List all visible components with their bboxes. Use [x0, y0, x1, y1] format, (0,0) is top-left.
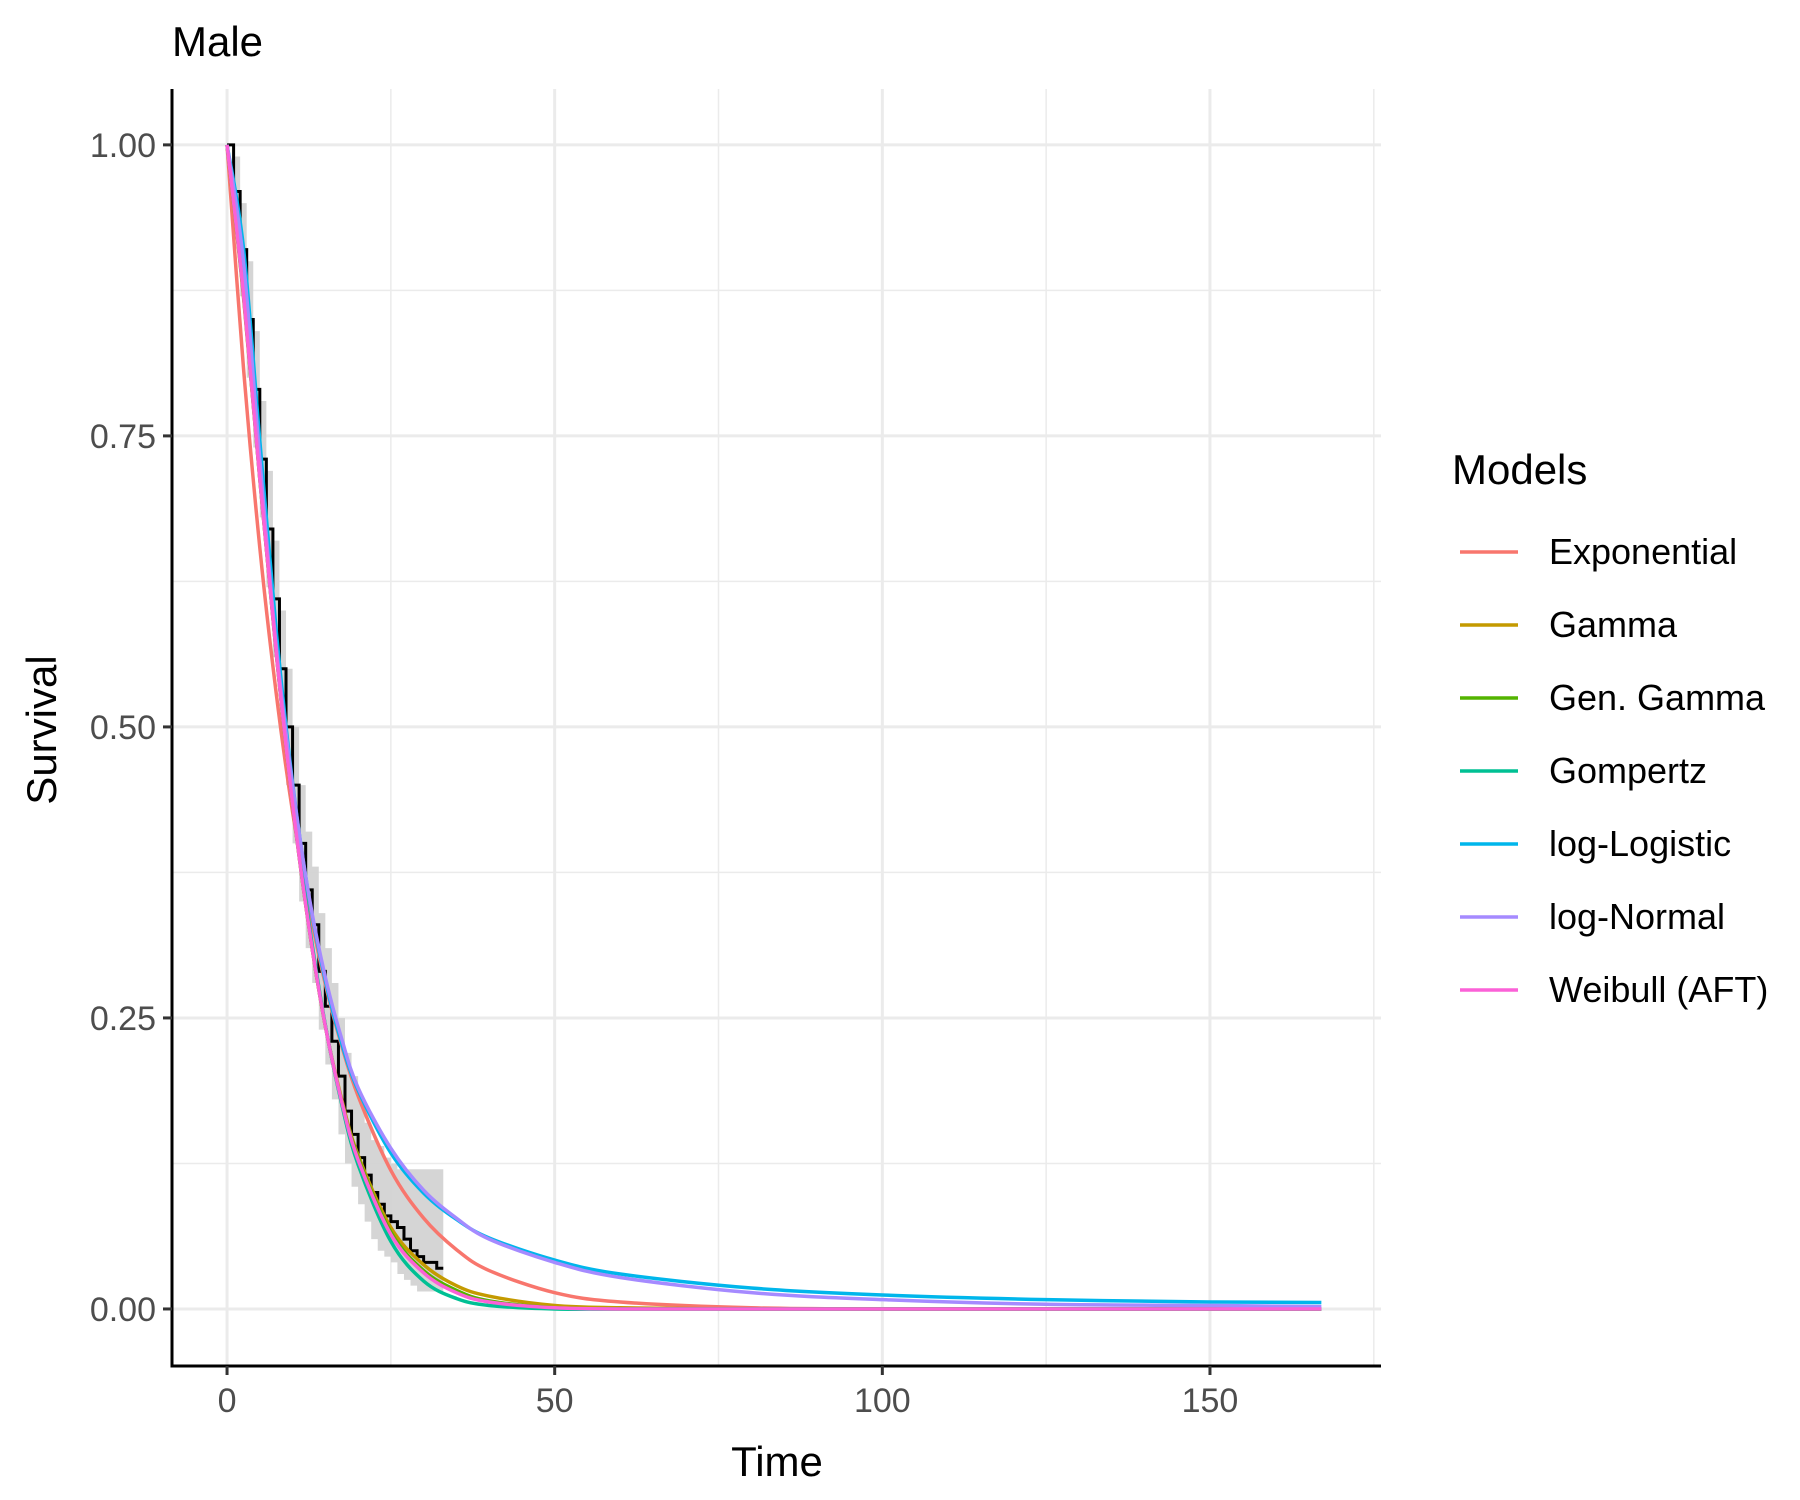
model-curves — [225, 144, 1322, 1311]
x-tick-label: 0 — [218, 1382, 237, 1420]
km-confidence-band-area — [227, 144, 444, 1292]
legend-label: Gompertz — [1549, 750, 1707, 791]
legend-label: Gamma — [1549, 604, 1678, 645]
legend-label: Gen. Gamma — [1549, 677, 1766, 718]
x-tick-label: 50 — [536, 1382, 574, 1420]
legend-label: Weibull (AFT) — [1549, 969, 1768, 1010]
km-curve-group — [227, 143, 444, 1270]
y-tick-label: 0.75 — [90, 418, 156, 456]
km-step-curve — [227, 143, 444, 1270]
axes: 0 50 100 150 0.00 0.25 0.50 0.75 1.00 — [90, 89, 1381, 1420]
chart-title: Male — [172, 18, 263, 65]
x-tick-label: 150 — [1182, 1382, 1239, 1420]
x-tick-label: 100 — [854, 1382, 911, 1420]
y-axis-title: Survival — [18, 655, 65, 804]
legend-label: Exponential — [1549, 531, 1737, 572]
y-tick-label: 0.00 — [90, 1291, 156, 1329]
y-tick-label: 1.00 — [90, 127, 156, 165]
legend-title: Models — [1452, 446, 1587, 493]
legend-label: log-Normal — [1549, 896, 1725, 937]
legend-label: log-Logistic — [1549, 823, 1731, 864]
series-line-weibull-aft- — [225, 144, 1322, 1311]
y-tick-label: 0.50 — [90, 709, 156, 747]
legend: Models Exponential Gamma Gen. Gamma Gompert… — [1452, 446, 1768, 1010]
y-tick-label: 0.25 — [90, 1000, 156, 1038]
km-confidence-band — [227, 144, 444, 1292]
x-axis-title: Time — [731, 1438, 823, 1485]
